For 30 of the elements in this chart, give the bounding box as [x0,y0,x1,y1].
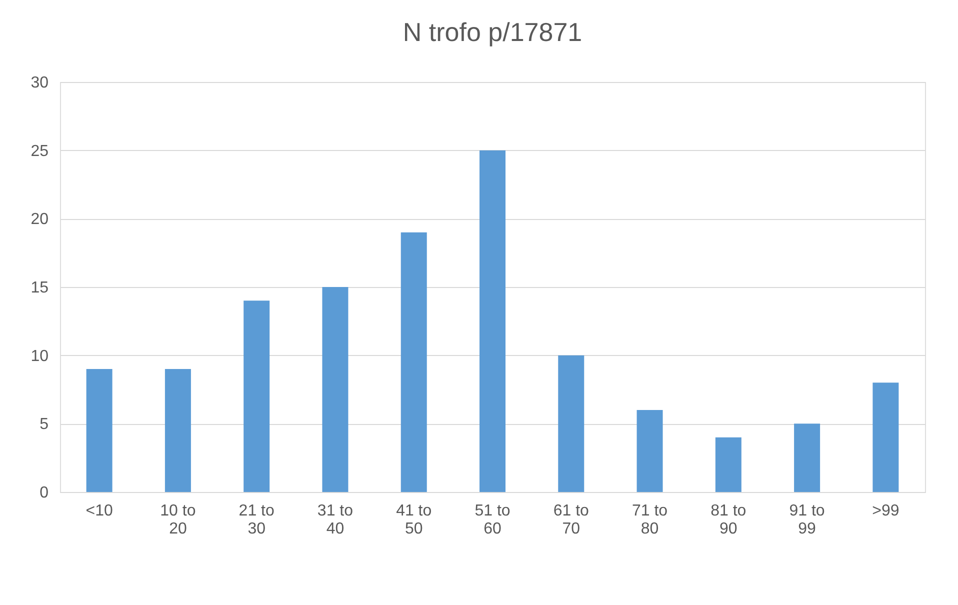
x-tick-label: 31 to 40 [317,502,354,538]
y-tick-label: 30 [30,74,49,92]
x-tick-label: 51 to 60 [474,502,510,538]
x-tick-label: 41 to 50 [396,502,432,538]
x-tick-label: 61 to 70 [553,502,590,538]
y-tick-label: 10 [30,348,49,365]
bar [86,369,112,492]
bar [872,382,899,492]
bar [400,232,427,492]
x-tick-label: 21 to 30 [238,502,274,538]
y-tick-label: 0 [40,484,49,502]
x-tick-label: >99 [872,502,900,520]
bar [244,300,270,492]
bar [636,410,663,492]
x-tick-label: 10 to 20 [160,502,196,538]
y-tick-label: 15 [30,280,49,296]
bar [794,424,820,492]
bar [480,150,506,492]
bar [322,287,348,492]
x-tick-label: <10 [86,502,113,520]
bar [558,355,584,492]
y-tick-label: 20 [30,211,49,228]
bar [715,437,742,492]
x-tick-label: 71 to 80 [632,502,668,538]
bar [164,369,191,492]
x-tick-label: 91 to 99 [789,502,825,538]
chart-title: N trofo p/17871 [402,17,582,47]
y-tick-label: 5 [40,416,49,434]
x-tick-label: 81 to 90 [710,502,746,538]
y-tick-label: 25 [30,142,49,160]
